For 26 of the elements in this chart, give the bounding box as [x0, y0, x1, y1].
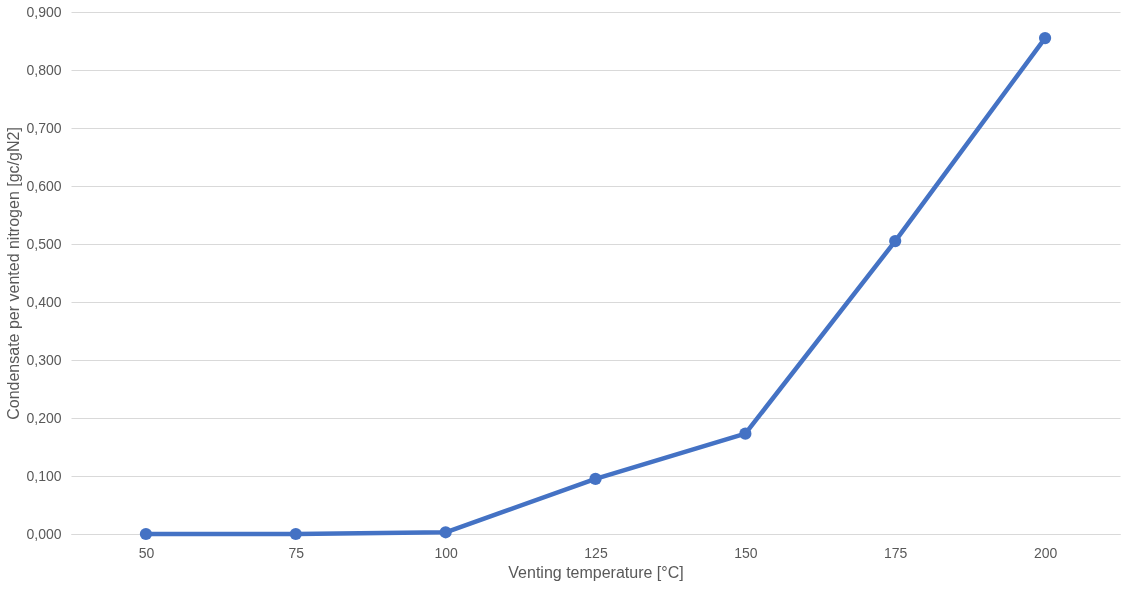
point [289, 527, 302, 541]
y-tick-label: 0,600 [26, 177, 62, 194]
y-tick-label: 0,200 [26, 409, 62, 426]
y-axis-title: Condensate per vented nitrogen [gc/gN2] [5, 127, 23, 420]
y-tick-label: 0,300 [26, 351, 62, 368]
point [889, 234, 902, 248]
x-tick-label: 100 [434, 544, 459, 561]
x-tick-label: 125 [584, 544, 608, 561]
point [139, 527, 153, 541]
x-axis-title: Venting temperature [°C] [508, 563, 684, 581]
y-tick-label: 0,100 [26, 467, 62, 484]
point [1038, 31, 1052, 45]
y-tick-label: 0,900 [26, 3, 62, 20]
point [589, 472, 602, 486]
x-tick-label: 75 [288, 544, 305, 561]
y-tick-label: 0,400 [26, 293, 62, 310]
point [739, 427, 752, 440]
y-tick-label: 0,000 [26, 525, 62, 542]
x-tick-label: 150 [734, 544, 758, 561]
x-tick-label: 200 [1033, 544, 1058, 561]
point [439, 526, 452, 539]
x-tick-label: 175 [884, 544, 908, 561]
y-tick-label: 0,500 [26, 235, 62, 252]
y-tick-label: 0,700 [26, 119, 62, 136]
x-tick-label: 50 [138, 544, 155, 561]
y-tick-label: 0,800 [26, 61, 62, 78]
